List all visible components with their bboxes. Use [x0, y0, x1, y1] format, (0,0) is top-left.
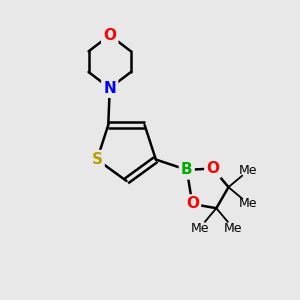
Text: Me: Me: [239, 164, 258, 177]
Text: Me: Me: [190, 222, 209, 235]
Text: Me: Me: [224, 222, 242, 235]
Text: N: N: [103, 81, 116, 96]
Text: O: O: [103, 28, 116, 43]
Text: O: O: [206, 161, 219, 176]
Text: B: B: [181, 162, 193, 177]
Text: O: O: [186, 196, 199, 211]
Text: S: S: [92, 152, 103, 167]
Text: Me: Me: [239, 197, 258, 210]
